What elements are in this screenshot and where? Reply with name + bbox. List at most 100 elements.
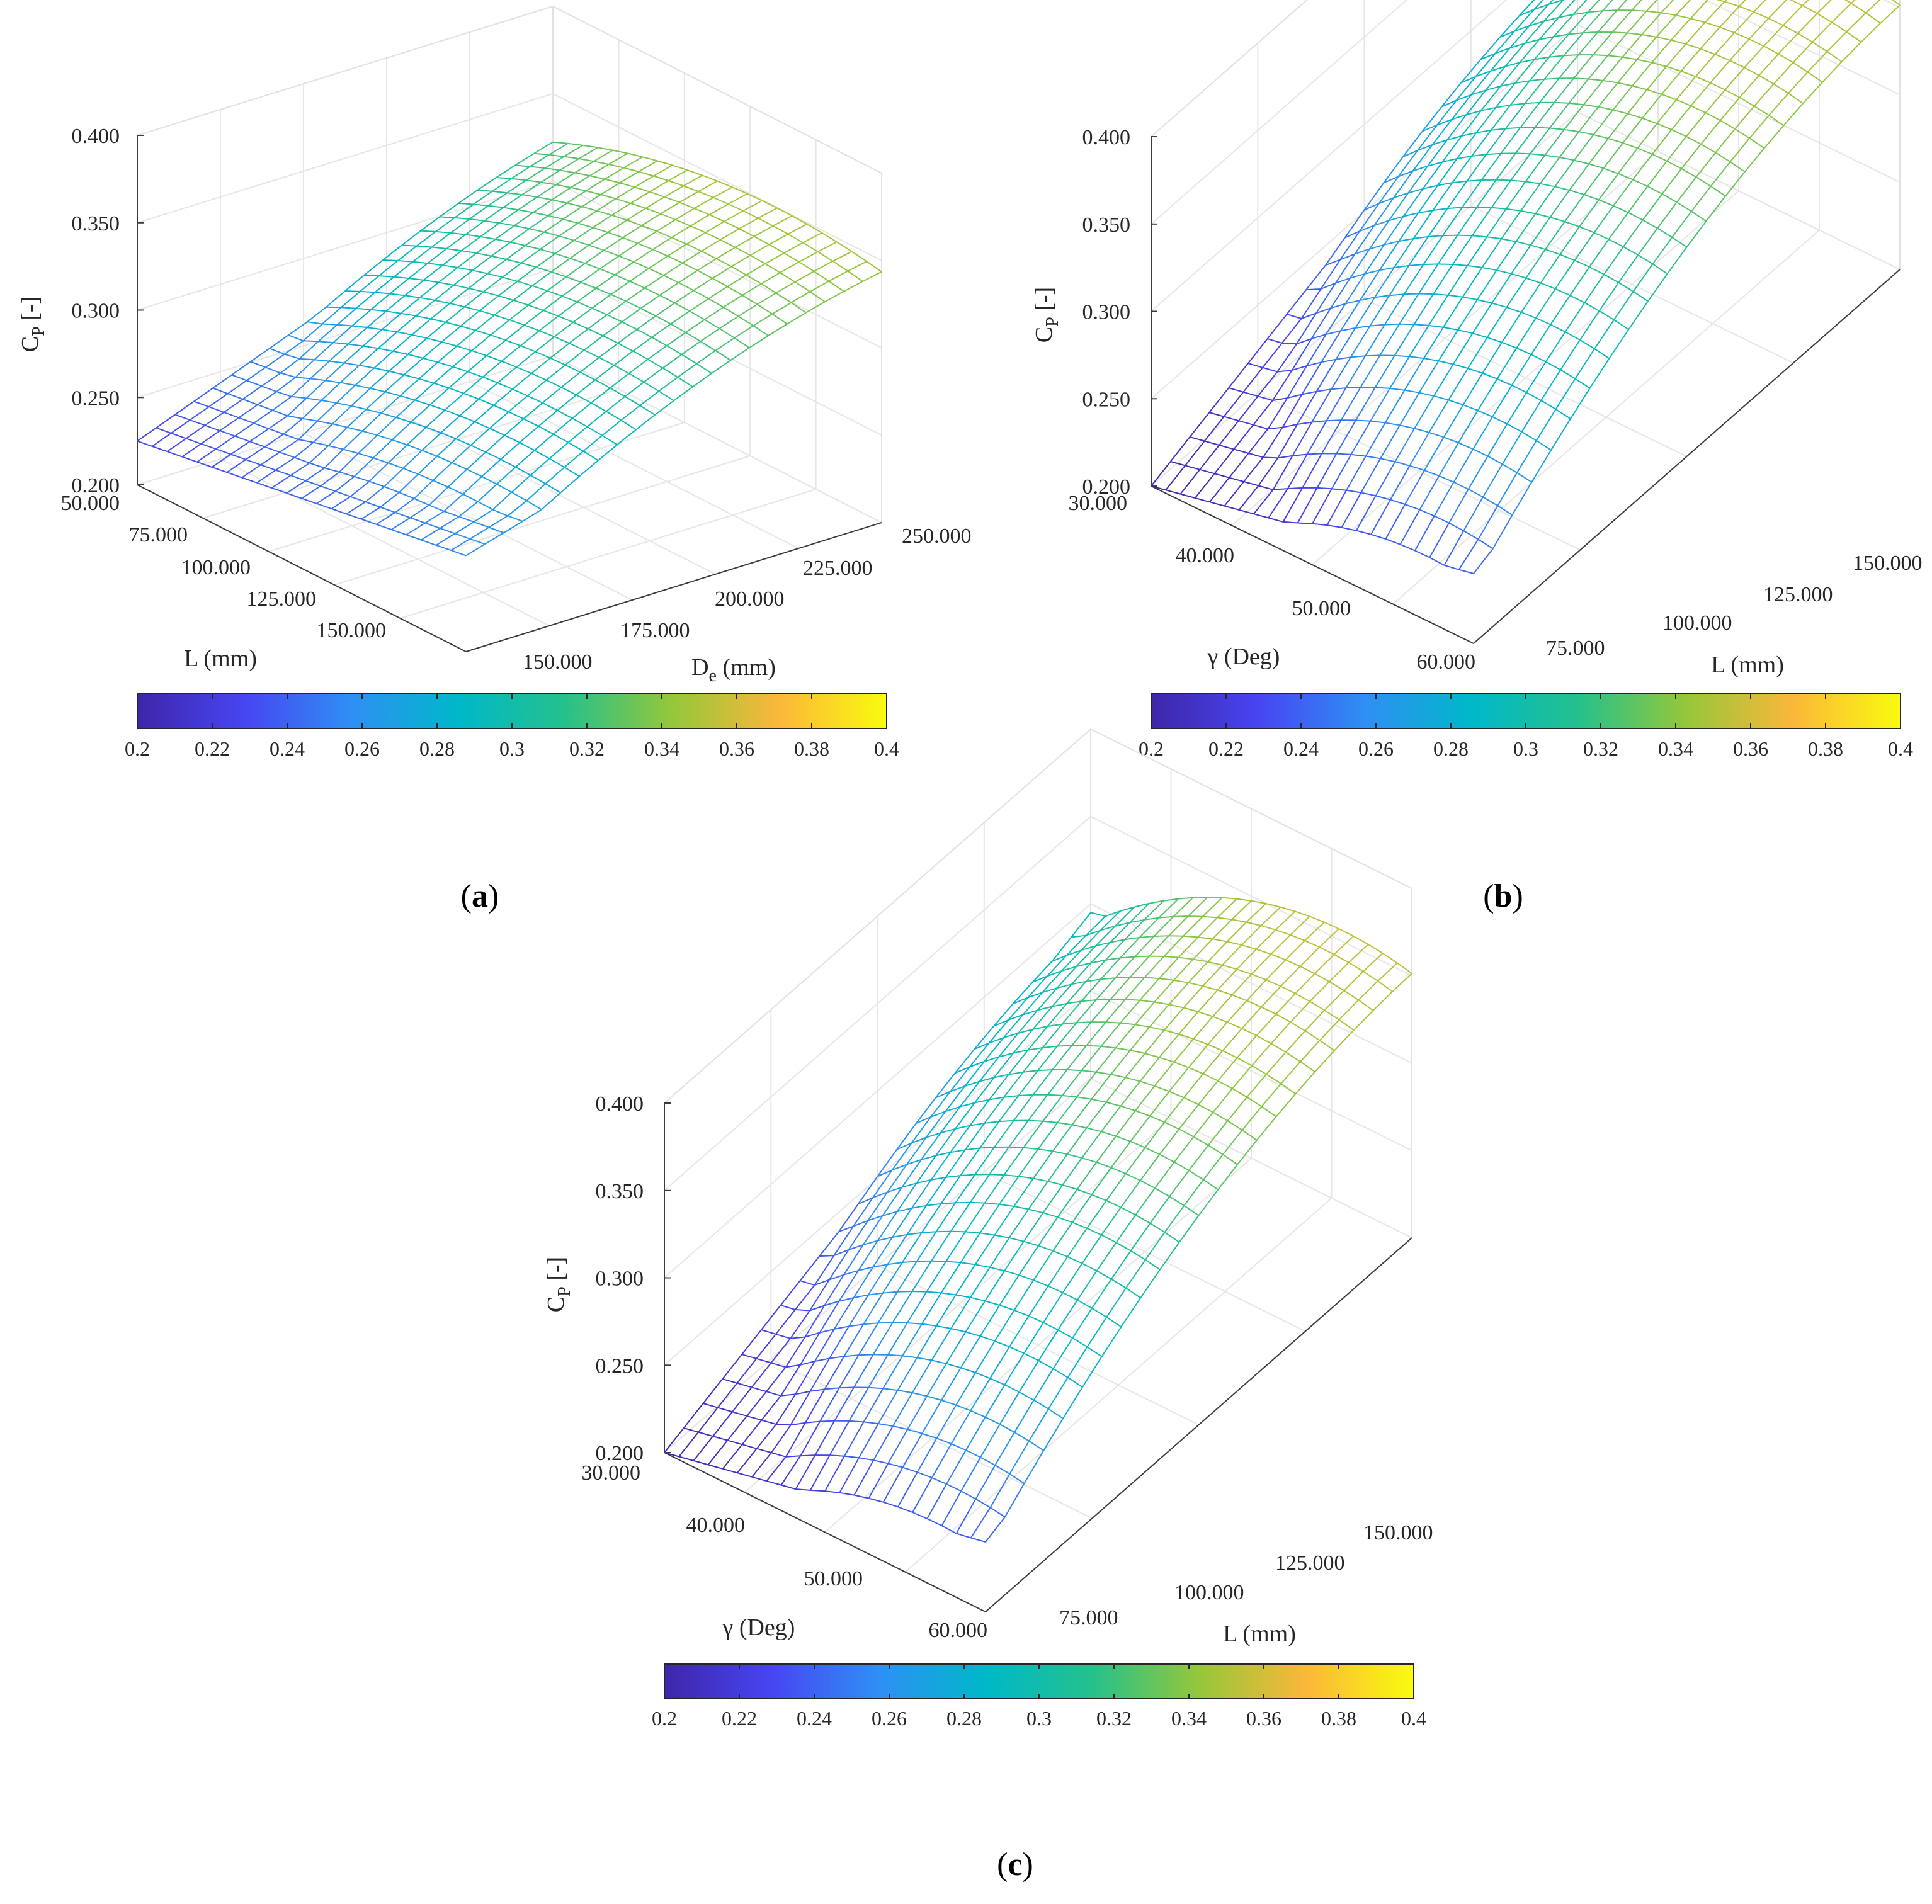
surface-line <box>737 303 758 317</box>
surface-line <box>1379 267 1394 271</box>
surface-line <box>790 1391 811 1425</box>
surface-line <box>1458 569 1474 574</box>
surface-line <box>950 1125 971 1153</box>
surface-line <box>1370 388 1390 422</box>
surface-line <box>1009 1346 1025 1354</box>
surface-line <box>1385 538 1401 545</box>
surface-line <box>1414 395 1435 429</box>
surface-line <box>339 471 355 477</box>
surface-line <box>305 467 325 482</box>
surface-line <box>1533 0 1544 10</box>
surface-line <box>1173 1136 1195 1163</box>
surface-line <box>1652 263 1668 275</box>
surface-line <box>283 433 299 441</box>
surface-line <box>1607 55 1623 58</box>
surface-line <box>873 1425 894 1461</box>
surface-line <box>1241 925 1262 946</box>
surface-line <box>1290 1021 1306 1032</box>
y-axis-line <box>1151 485 1474 644</box>
surface-line <box>1261 1006 1276 1015</box>
surface-line <box>1715 54 1730 62</box>
surface-line <box>1125 1053 1145 1078</box>
surface-line <box>500 458 516 468</box>
surface-line <box>824 1456 845 1492</box>
surface-line <box>617 329 637 344</box>
surface-line <box>1346 387 1361 389</box>
surface-line <box>1361 492 1376 497</box>
surface-line <box>1514 80 1530 84</box>
surface-line <box>492 491 513 511</box>
surface-line <box>917 1357 932 1361</box>
surface-line <box>1510 153 1531 181</box>
surface-line <box>1091 1074 1111 1100</box>
surface-line <box>946 1449 967 1485</box>
surface-line <box>896 1142 912 1150</box>
surface-line <box>1258 395 1273 401</box>
surface-line <box>1443 404 1464 438</box>
surface-line <box>1047 955 1067 977</box>
surface-line <box>1091 1278 1112 1309</box>
surface-line <box>1637 59 1652 64</box>
surface-line <box>309 462 325 469</box>
surface-line <box>479 310 495 316</box>
surface-line <box>234 435 250 443</box>
surface-line <box>843 1244 864 1276</box>
surface-line <box>764 263 781 273</box>
surface-line <box>1463 530 1479 540</box>
surface-line <box>1393 192 1409 199</box>
surface-line <box>1433 395 1449 401</box>
surface-line <box>960 1490 976 1500</box>
surface-line <box>689 298 709 312</box>
surface-line <box>1057 1122 1072 1126</box>
surface-line <box>528 304 544 311</box>
surface-line <box>1588 163 1604 169</box>
surface-line <box>1139 1057 1160 1082</box>
surface-line <box>926 1363 947 1397</box>
surface-line <box>567 426 588 443</box>
surface-line <box>1433 482 1455 516</box>
surface-line <box>1086 960 1106 982</box>
surface-line <box>921 1400 942 1434</box>
surface-line <box>931 1477 947 1485</box>
surface-line <box>1115 1215 1137 1243</box>
surface-line <box>1423 235 1443 265</box>
surface-line <box>1428 235 1443 237</box>
surface-line <box>1377 962 1398 982</box>
surface-line <box>1768 93 1789 116</box>
surface-line <box>638 160 658 173</box>
surface-line <box>1622 142 1638 149</box>
colorbar-tick-label: 0.3 <box>499 737 525 760</box>
surface-line <box>1549 103 1570 129</box>
surface-line <box>396 315 417 332</box>
surface-line <box>491 241 511 257</box>
surface-line <box>940 1106 961 1133</box>
surface-line <box>362 430 378 436</box>
surface-line <box>659 282 679 296</box>
surface-line <box>1480 106 1496 111</box>
surface-line <box>1525 277 1541 284</box>
surface-line <box>1300 1061 1315 1073</box>
box-top-edge <box>1151 0 1308 137</box>
surface-line <box>1423 327 1444 359</box>
y-tick-label: 125.000 <box>247 587 317 611</box>
surface-line <box>1540 369 1561 401</box>
surface-line <box>1013 1279 1035 1311</box>
surface-line <box>1033 1177 1048 1182</box>
surface-line <box>1647 273 1668 302</box>
surface-line <box>1145 1259 1161 1271</box>
surface-line <box>667 243 687 257</box>
surface-line <box>540 169 560 183</box>
colorbar-tick-label: 0.24 <box>270 737 305 760</box>
surface-line <box>1589 358 1610 389</box>
surface-line <box>1486 152 1501 156</box>
surface-line <box>423 279 439 283</box>
surface-line <box>1222 897 1237 900</box>
surface-line <box>1144 1147 1160 1155</box>
surface-line <box>1081 1131 1102 1159</box>
surface-line <box>1448 294 1463 298</box>
surface-line <box>388 462 404 469</box>
surface-line <box>926 1261 947 1293</box>
surface-line <box>1763 125 1785 149</box>
surface-line <box>593 227 608 234</box>
surface-line <box>1149 935 1169 957</box>
